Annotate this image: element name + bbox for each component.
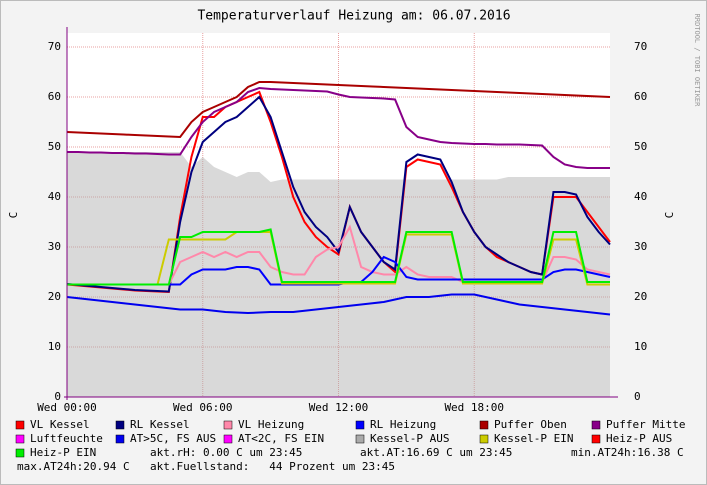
legend-label: Heiz-P EIN (30, 446, 96, 459)
legend-label: RL Kessel (130, 418, 190, 431)
legend-swatch (479, 420, 489, 430)
area (67, 152, 610, 397)
y2-tick-label: 0 (634, 390, 641, 403)
axes: 0 0 10 10 20 20 30 30 40 40 50 50 60 60 70 70 Wed 00:00 W… (37, 27, 647, 414)
y2-tick-label: 40 (634, 190, 647, 203)
legend-swatch (479, 434, 489, 444)
y-tick-label: 20 (48, 290, 61, 303)
legend-label: AT<2C, FS EIN (238, 432, 324, 445)
y2-tick-label: 70 (634, 40, 647, 53)
line (66, 81, 611, 139)
comment: akt.rH: 0.00 C um 23:45 (150, 446, 302, 459)
y-tick-label: 50 (48, 140, 61, 153)
x-tick-label: Wed 18:00 (444, 401, 504, 414)
line (66, 95, 611, 293)
comment: akt.AT:16.69 C um 23:45 (360, 446, 512, 459)
marks (66, 81, 611, 397)
y2-tick-label: 60 (634, 90, 647, 103)
legend-swatch (15, 420, 25, 430)
legend-label: VL Heizung (238, 418, 304, 431)
y-tick-label: 40 (48, 190, 61, 203)
legend-label: Puffer Mitte (606, 418, 685, 431)
legend-label: Heiz-P AUS (606, 432, 672, 445)
comment: akt.Fuellstand: 44 Prozent um 23:45 (150, 460, 395, 473)
legend-swatch (591, 434, 601, 444)
legend-label: VL Kessel (30, 418, 90, 431)
y2-tick-label: 30 (634, 240, 647, 253)
legend-label: Luftfeuchte (30, 432, 103, 445)
watermark: RRDTOOL / TOBI OETIKER (693, 14, 701, 108)
legend-swatch (15, 448, 25, 458)
x-tick-label: Wed 06:00 (173, 401, 233, 414)
x-tick-label: Wed 12:00 (309, 401, 369, 414)
legend-label: Kessel-P AUS (370, 432, 449, 445)
y-tick-label: 70 (48, 40, 61, 53)
legend-swatch (223, 420, 233, 430)
legend-swatch (355, 434, 365, 444)
x-tick-label: Wed 00:00 (37, 401, 97, 414)
legend-swatch (223, 434, 233, 444)
y2-tick-label: 10 (634, 340, 647, 353)
comment: min.AT24h:16.38 C (571, 446, 684, 459)
y2-axis-label: C (663, 212, 676, 219)
line (67, 86, 610, 169)
y-axis-label: C (7, 212, 20, 219)
legend-label: RL Heizung (370, 418, 436, 431)
legend: VL Kessel RL Kessel VL Heizung RL Heizung Pu… (15, 418, 685, 473)
legend-swatch (115, 420, 125, 430)
y-tick-label: 60 (48, 90, 61, 103)
y2-tick-label: 20 (634, 290, 647, 303)
legend-swatch (591, 420, 601, 430)
chart-title: Temperaturverlauf Heizung am: 06.07.2016 (197, 9, 510, 24)
y-tick-label: 30 (48, 240, 61, 253)
legend-swatch (15, 434, 25, 444)
y2-tick-label: 50 (634, 140, 647, 153)
legend-swatch (115, 434, 125, 444)
legend-label: Puffer Oben (494, 418, 567, 431)
line (66, 293, 611, 316)
y-tick-label: 10 (48, 340, 61, 353)
line (67, 228, 610, 286)
legend-label: Kessel-P EIN (494, 432, 573, 445)
legend-swatch (355, 420, 365, 430)
legend-label: AT>5C, FS AUS (130, 432, 216, 445)
comment: max.AT24h:20.94 C (17, 460, 130, 473)
y-tick-label: 0 (54, 390, 61, 403)
